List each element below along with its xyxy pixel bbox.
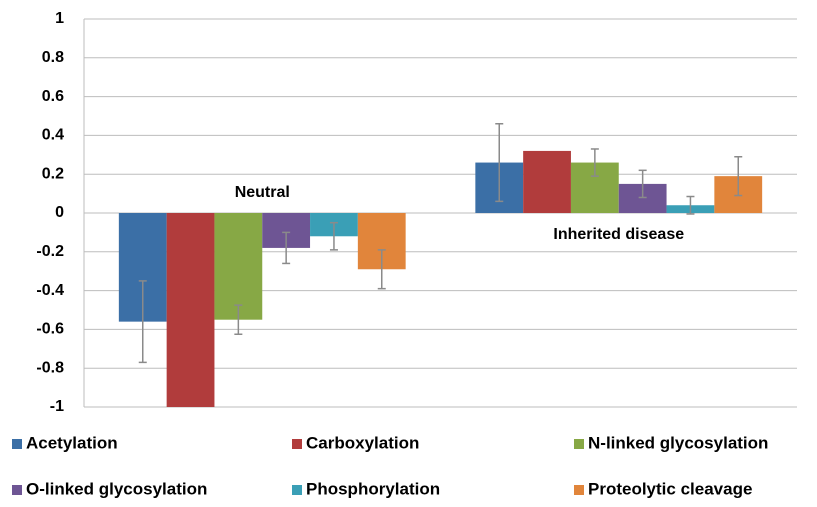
y-tick-label: -0.2 [36,243,64,260]
y-tick-label: 0.2 [42,165,64,182]
bar [166,213,215,407]
bar [214,213,263,320]
category-label: Neutral [235,184,290,201]
legend-swatch [292,439,302,449]
y-tick-label: -0.6 [36,321,64,338]
category-label: Inherited disease [553,226,684,243]
legend-label: O-linked glycosylation [26,479,207,498]
legend-label: Acetylation [26,433,118,452]
legend-swatch [574,439,584,449]
bar [523,150,571,213]
legend-swatch [12,439,22,449]
legend-label: Carboxylation [306,433,419,452]
y-tick-label: 0.8 [42,49,64,66]
y-tick-label: 0 [55,204,64,221]
legend-swatch [292,485,302,495]
y-tick-label: -0.4 [36,282,64,299]
y-tick-label: -0.8 [36,359,64,376]
y-tick-label: 0.4 [42,127,64,144]
legend-label: Phosphorylation [306,479,440,498]
legend-label: N-linked glycosylation [588,433,768,452]
legend-swatch [12,485,22,495]
y-tick-label: -1 [50,398,64,415]
legend-swatch [574,485,584,495]
legend-label: Proteolytic cleavage [588,479,752,498]
y-tick-label: 1 [55,10,64,27]
y-tick-label: 0.6 [42,88,64,105]
